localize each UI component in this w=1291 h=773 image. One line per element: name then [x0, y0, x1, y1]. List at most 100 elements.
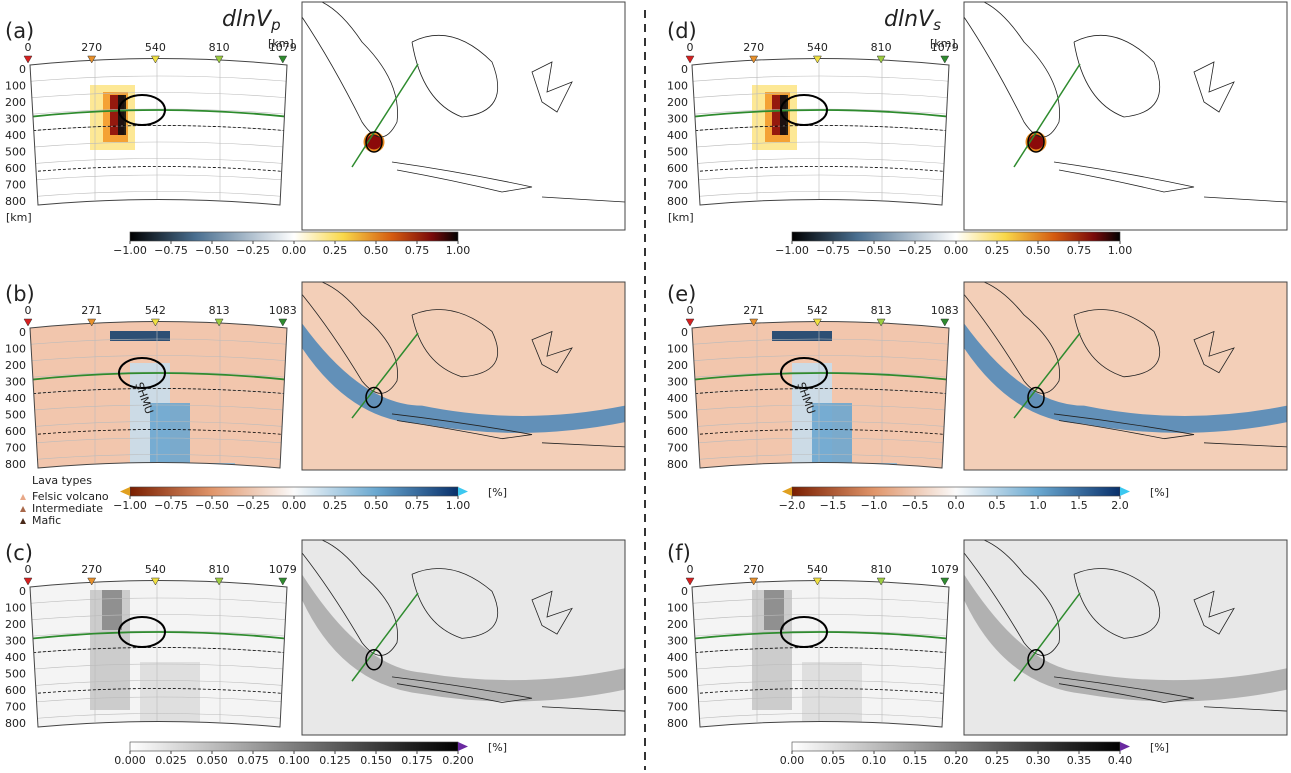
coastline — [391, 413, 533, 440]
depth-tick-label: 0 — [681, 63, 688, 76]
title-sub: s — [933, 16, 941, 34]
distance-tick-label: 270 — [743, 41, 764, 54]
depth-tick-label: 800 — [667, 717, 688, 730]
colorbar-extend — [1120, 742, 1130, 751]
distance-tick-label: 0 — [687, 563, 694, 576]
section-frame — [29, 321, 288, 469]
legend-title: Lava types — [32, 474, 92, 487]
panel: (c)0 270 540 810 107901002003004005006007008… — [5, 539, 626, 767]
colorbar — [791, 741, 1121, 752]
distance-tick-label: 1079 — [269, 563, 297, 576]
distance-marker — [749, 318, 759, 327]
colorbar-extend — [458, 742, 468, 751]
distance-marker — [812, 577, 822, 586]
distance-tick-label: 540 — [145, 563, 166, 576]
shmu-ellipse — [118, 616, 166, 648]
coastline — [1203, 442, 1287, 448]
map-bg — [964, 282, 1287, 470]
grid-line — [30, 141, 287, 148]
colorbar-tick-label: 0.0 — [947, 499, 965, 512]
distance-tick-label: 1083 — [269, 304, 297, 317]
depth-tick-label: 800 — [5, 195, 26, 208]
distance-tick-label: 540 — [807, 563, 828, 576]
colorbar-tick-label: 1.00 — [446, 499, 471, 512]
discontinuity — [692, 429, 949, 436]
shmu-ellipse — [780, 94, 828, 126]
depth-tick-label: 800 — [5, 458, 26, 471]
column-title: dlnVp — [222, 7, 281, 34]
coastline — [1053, 676, 1195, 703]
colorbar-tick-label: 0.50 — [1026, 244, 1051, 257]
depth-tick-label: 300 — [667, 635, 688, 648]
depth-tick-label: 500 — [667, 409, 688, 422]
grid-line — [692, 614, 949, 621]
depth-tick-label: 600 — [667, 684, 688, 697]
coastline — [541, 196, 625, 203]
discontinuity — [30, 647, 287, 654]
discontinuity — [692, 125, 949, 132]
anomaly — [110, 331, 170, 341]
section-fill — [30, 58, 287, 205]
section-fill — [692, 321, 949, 468]
coastline — [541, 442, 625, 448]
section-frame — [691, 58, 950, 206]
depth-tick-label: 100 — [5, 343, 26, 356]
grid-line — [692, 174, 949, 181]
map-bg — [302, 540, 625, 735]
coastline — [302, 282, 398, 394]
grid-line — [692, 597, 949, 604]
colorbar-tick-label: 2.0 — [1111, 499, 1129, 512]
map-frame — [301, 1, 626, 231]
colorbar-tick-label: 0.25 — [985, 244, 1010, 257]
colorbar-tick-label: −0.25 — [236, 499, 270, 512]
colorbar-tick-label: −1.0 — [861, 499, 888, 512]
distance-tick-label: 542 — [807, 304, 828, 317]
depth-tick-label: 600 — [5, 684, 26, 697]
colorbar-tick-label: 0.200 — [442, 754, 474, 767]
grid-line — [30, 404, 287, 411]
colorbar-tick-label: 1.0 — [1029, 499, 1047, 512]
discontinuity — [30, 388, 287, 395]
coastline — [411, 35, 499, 118]
distance-tick-label: 0 — [25, 41, 32, 54]
colorbar-tick-label: 0.10 — [862, 754, 887, 767]
distance-tick-label: 270 — [81, 563, 102, 576]
coastline — [1193, 590, 1235, 635]
distance-tick-label: 270 — [743, 563, 764, 576]
distance-marker — [150, 318, 160, 327]
shmu-ellipse — [780, 616, 828, 648]
depth-tick-label: 500 — [667, 146, 688, 159]
discontinuity — [30, 688, 287, 695]
depth-tick-label: 300 — [5, 635, 26, 648]
depth-tick-label: 700 — [5, 442, 26, 455]
grid-line — [30, 338, 287, 345]
panel-label: (b) — [5, 282, 35, 306]
discontinuity — [30, 125, 287, 132]
depth-tick-label: 200 — [667, 618, 688, 631]
shmu-ellipse — [1027, 648, 1045, 671]
coastline — [531, 590, 573, 635]
coastline — [1053, 413, 1195, 440]
coastline — [541, 706, 625, 712]
coastline — [391, 161, 533, 193]
coastline — [1203, 196, 1287, 203]
grid-line — [30, 597, 287, 604]
discontinuity — [692, 388, 949, 395]
map-bg — [964, 2, 1287, 230]
anomaly — [837, 463, 897, 468]
depth-tick-label: 300 — [5, 376, 26, 389]
section-frame — [29, 580, 288, 728]
grid-line — [30, 174, 287, 181]
colorbar-tick-label: −1.00 — [775, 244, 809, 257]
anomaly — [150, 403, 190, 468]
grid-line — [692, 108, 949, 115]
depth-tick-label: 200 — [667, 96, 688, 109]
distance-tick-label: 813 — [871, 304, 892, 317]
distance-marker — [940, 55, 950, 64]
map-frame — [963, 281, 1288, 471]
anomaly — [772, 331, 832, 341]
depth-tick-label: 100 — [5, 80, 26, 93]
distance-marker — [749, 55, 759, 64]
colorbar-tick-label: −0.50 — [857, 244, 891, 257]
